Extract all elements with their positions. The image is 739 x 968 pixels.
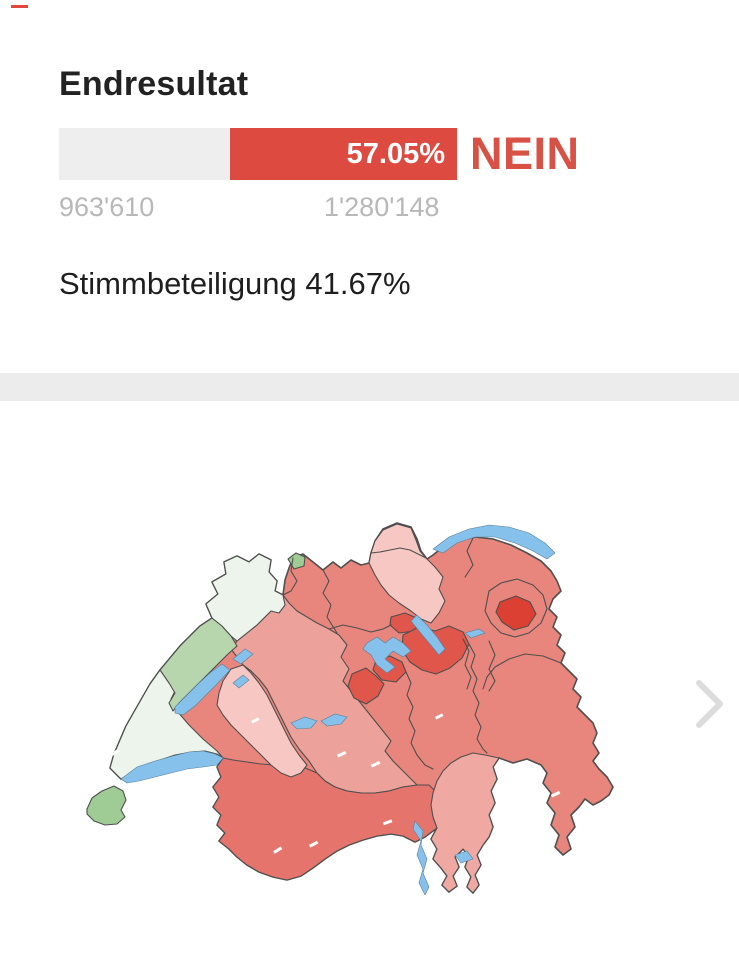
lake-neuchatel [174, 663, 231, 716]
glacier-mark [336, 751, 347, 758]
canton-fribourg[interactable] [216, 664, 308, 778]
lake-lucerne [362, 636, 412, 674]
lake-murten [232, 674, 250, 689]
border-glarus-east [488, 640, 496, 692]
glacier-mark [382, 819, 393, 826]
border-uri-west [405, 671, 434, 770]
glacier-mark [273, 846, 283, 854]
lake-walensee [464, 628, 486, 639]
canton-geneva[interactable] [86, 785, 127, 826]
no-vote-count: 1'280'148 [324, 192, 440, 222]
lake-brienz [320, 713, 348, 727]
yes-vote-count: 963'610 [59, 192, 155, 222]
canton-schaffhausen[interactable] [370, 523, 427, 559]
top-red-dash [11, 5, 28, 8]
canton-appenzell-innerrhoden[interactable] [495, 595, 537, 631]
glacier-mark [519, 762, 529, 770]
nein-label: NEIN [470, 128, 580, 179]
border-glarus-west [462, 638, 472, 690]
result-bar: 57.05% [59, 128, 457, 180]
canton-jura[interactable] [205, 553, 286, 642]
canton-obwalden[interactable] [347, 667, 385, 705]
border-stgallen-graubuenden [482, 653, 562, 690]
canton-ticino[interactable] [430, 752, 500, 894]
glacier-mark [550, 790, 561, 798]
turnout-text: Stimmbeteiligung 41.67% [59, 266, 411, 301]
lake-zurich [410, 614, 446, 656]
switzerland-result-map[interactable] [85, 515, 665, 895]
glacier-mark [250, 717, 260, 724]
lake-geneva [120, 750, 224, 784]
canton-valais[interactable] [212, 757, 446, 881]
lake-thun [290, 716, 318, 730]
canton-neuchatel[interactable] [159, 617, 238, 712]
border-appenzell-ausserrhoden-ring [484, 578, 548, 638]
glacier-mark [308, 840, 319, 848]
result-bar-no-segment: 57.05% [229, 128, 457, 180]
border-thurgau-stgallen [464, 537, 474, 578]
result-bar-yes-segment [59, 128, 230, 180]
border-uri-east [468, 643, 488, 754]
chevron-right-icon[interactable] [693, 678, 727, 730]
glacier-mark [370, 761, 381, 768]
section-divider-band [0, 373, 739, 401]
border-solothurn-aargau [322, 569, 338, 634]
glacier-mark [111, 748, 120, 756]
border-lucerne-aargau [328, 624, 392, 633]
lake-constance [432, 524, 556, 560]
border-basel-solothurn [282, 557, 298, 596]
glacier-mark [434, 713, 444, 720]
lake-lugano [454, 850, 474, 864]
lake-maggiore [412, 820, 430, 895]
lake-biel [232, 648, 254, 665]
page-title: Endresultat [59, 64, 249, 103]
no-percent-value: 57.05% [346, 137, 445, 170]
chevron-right-stroke [696, 680, 723, 728]
